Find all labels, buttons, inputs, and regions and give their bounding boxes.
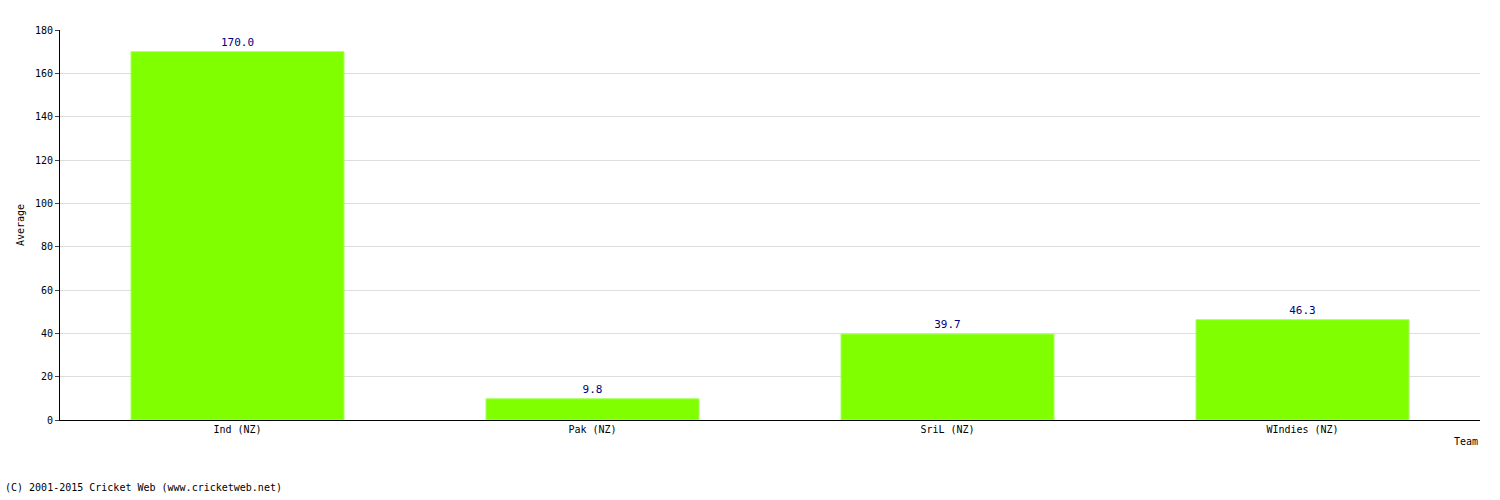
svg-text:100: 100 [35,198,53,209]
svg-text:Pak (NZ): Pak (NZ) [568,424,616,435]
svg-text:20: 20 [41,371,53,382]
svg-text:170.0: 170.0 [221,36,254,49]
svg-text:120: 120 [35,155,53,166]
svg-text:0: 0 [47,415,53,426]
svg-text:Team: Team [1454,436,1478,447]
svg-text:180: 180 [35,25,53,36]
svg-text:60: 60 [41,285,53,296]
svg-text:160: 160 [35,68,53,79]
svg-text:40: 40 [41,328,53,339]
svg-text:SriL (NZ): SriL (NZ) [920,424,974,435]
svg-text:Ind (NZ): Ind (NZ) [213,424,261,435]
svg-text:39.7: 39.7 [934,318,961,331]
svg-text:140: 140 [35,111,53,122]
svg-text:WIndies (NZ): WIndies (NZ) [1266,424,1338,435]
svg-text:46.3: 46.3 [1289,304,1316,317]
svg-text:(C) 2001-2015 Cricket Web (www: (C) 2001-2015 Cricket Web (www.cricketwe… [5,482,282,493]
svg-text:9.8: 9.8 [583,383,603,396]
svg-text:Average: Average [15,204,26,246]
svg-text:80: 80 [41,241,53,252]
